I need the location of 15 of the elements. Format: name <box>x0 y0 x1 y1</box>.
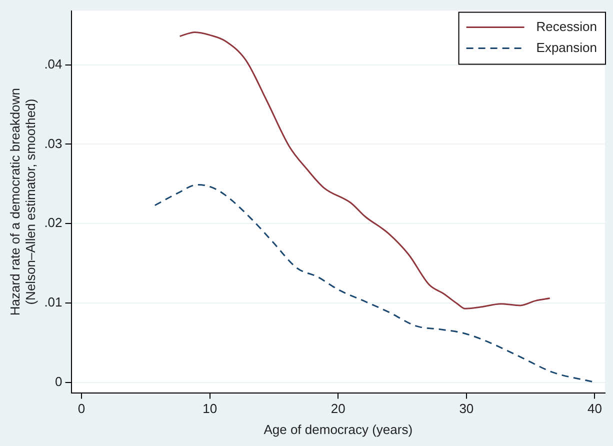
x-tick-label: 20 <box>330 401 346 416</box>
x-tick-label: 30 <box>459 401 474 416</box>
x-tick-label: 0 <box>78 401 86 416</box>
y-tick-label: .03 <box>44 136 62 151</box>
y-tick-label: .01 <box>44 294 62 310</box>
y-tick-label: .04 <box>44 56 62 72</box>
x-tick-label: 10 <box>202 401 218 416</box>
x-axis-title: Age of democracy (years) <box>264 422 413 437</box>
y-tick-label: .02 <box>44 215 62 230</box>
y-tick-label: 0 <box>55 374 62 390</box>
y-axis-title: Hazard rate of a democratic breakdown (Nelson–Allen estimator, smoothed) <box>7 88 38 316</box>
legend-label: Recession <box>536 18 597 34</box>
legend-label: Expansion <box>536 40 597 55</box>
line-series <box>154 184 593 382</box>
x-tick-label: 40 <box>588 401 602 416</box>
